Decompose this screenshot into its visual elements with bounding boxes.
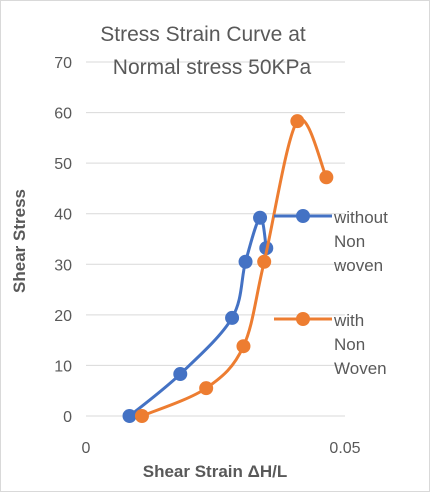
- y-tick-labels: 0 10 20 30 40 50 60 70: [54, 55, 72, 426]
- chart-title-line-2: Normal stress 50KPa: [113, 56, 312, 79]
- series-line-1: [128, 216, 268, 418]
- data-point-series-2-2: [199, 381, 214, 396]
- data-point-series-2-5: [290, 114, 305, 129]
- data-point-series-1-2: [173, 367, 188, 382]
- legend: without Non woven with Non Woven: [274, 208, 388, 378]
- data-point-series-1-4: [238, 254, 253, 269]
- data-point-series-1-3: [225, 310, 240, 325]
- legend-label-1-line-3: woven: [333, 256, 383, 275]
- data-point-series-2-4: [257, 254, 272, 269]
- x-tick-label: 0: [82, 440, 91, 457]
- legend-label-2-line-3: Woven: [334, 359, 387, 378]
- y-tick-label: 60: [54, 106, 72, 123]
- y-tick-label: 70: [54, 55, 72, 72]
- y-tick-label: 40: [54, 207, 72, 224]
- y-tick-label: 20: [54, 308, 72, 325]
- y-axis-label: Shear Stress: [10, 189, 29, 293]
- data-point-series-1-5: [253, 210, 268, 225]
- data-point-series-2-3: [236, 339, 251, 354]
- x-axis-label: Shear Strain ΔH/L: [143, 462, 287, 481]
- legend-label-2-line-2: Non: [334, 335, 365, 354]
- legend-label-1-line-2: Non: [334, 232, 365, 251]
- series-group: [122, 114, 334, 423]
- legend-label-2-line-1: with: [333, 311, 364, 330]
- legend-marker-2: [296, 312, 310, 326]
- data-point-series-2-1: [134, 409, 149, 423]
- y-tick-label: 30: [54, 257, 72, 274]
- data-point-series-2-6: [319, 170, 334, 185]
- gridlines: [86, 61, 345, 417]
- y-tick-label: 50: [54, 156, 72, 173]
- x-tick-label: 0.05: [329, 440, 360, 457]
- legend-marker-1: [296, 209, 310, 223]
- legend-label-1-line-1: without: [333, 208, 388, 227]
- y-tick-label: 0: [63, 409, 72, 426]
- y-tick-label: 10: [54, 358, 72, 375]
- x-tick-labels: 0 0.05: [82, 440, 361, 457]
- data-point-series-1-1: [122, 409, 137, 423]
- chart-title-line-1: Stress Strain Curve at: [100, 23, 306, 46]
